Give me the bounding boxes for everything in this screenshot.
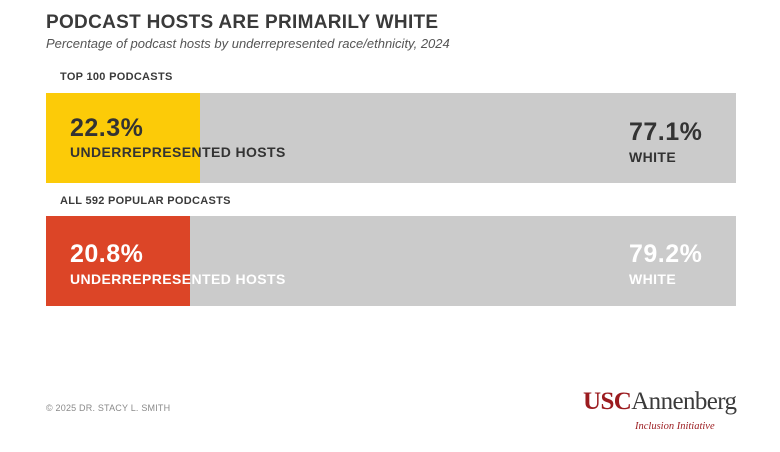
data-label-white-all-592: 79.2% [629, 240, 703, 268]
series-label-white-all-592: WHITE [629, 271, 677, 287]
bar-row-all-592: 20.8% UNDERREPRESENTED HOSTS 79.2% WHITE [46, 216, 736, 306]
copyright-text: © 2025 DR. STACY L. SMITH [46, 403, 171, 413]
logo-annenberg: Annenberg [631, 388, 737, 415]
category-label-all-592: ALL 592 POPULAR PODCASTS [60, 195, 231, 207]
chart-subtitle: Percentage of podcast hosts by underrepr… [46, 36, 450, 51]
series-label-white-top-100: WHITE [629, 149, 677, 165]
bar-underrepresented-all-592 [46, 216, 190, 306]
logo-wordmark: USCAnnenberg [583, 388, 737, 416]
data-label-underrepresented-top-100: 22.3% [70, 114, 144, 142]
data-label-white-top-100: 77.1% [629, 118, 703, 146]
usc-annenberg-logo: USCAnnenberg Inclusion Initiative [583, 388, 748, 436]
series-label-underrepresented-all-592: UNDERREPRESENTED HOSTS [70, 271, 286, 287]
chart-title: PODCAST HOSTS ARE PRIMARILY WHITE [46, 12, 439, 33]
logo-subtitle: Inclusion Initiative [635, 421, 715, 432]
bar-underrepresented-top-100 [46, 93, 200, 183]
bar-row-top-100: 22.3% UNDERREPRESENTED HOSTS 77.1% WHITE [46, 93, 736, 183]
series-label-underrepresented-top-100: UNDERREPRESENTED HOSTS [70, 144, 286, 160]
data-label-underrepresented-all-592: 20.8% [70, 240, 144, 268]
category-label-top-100: TOP 100 PODCASTS [60, 71, 173, 83]
logo-usc: USC [583, 388, 632, 415]
